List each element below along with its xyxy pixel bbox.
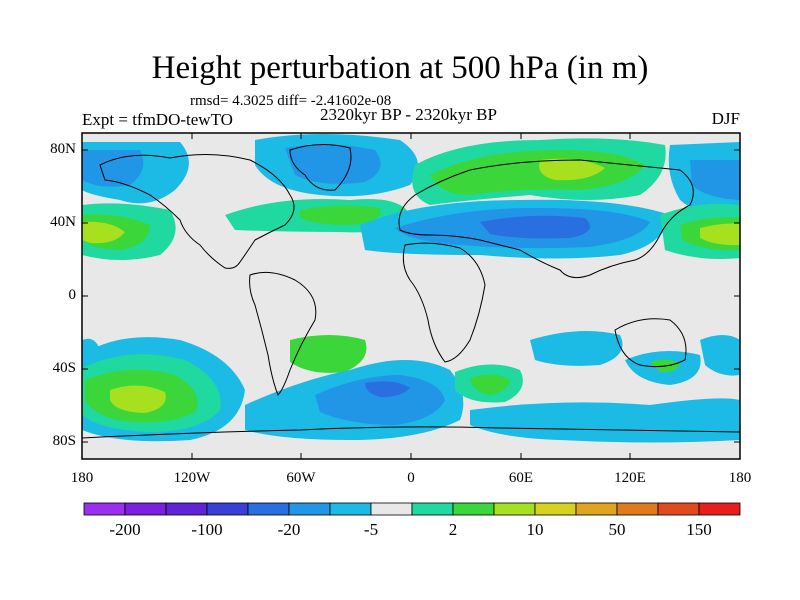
contour-south-low (315, 375, 445, 425)
colorbar-swatch (206, 502, 249, 516)
contour-south-indian-low (530, 331, 623, 366)
colorbar-swatch (124, 502, 167, 516)
colorbar-label-7: 50 (608, 520, 626, 539)
axis-ticks (81, 133, 741, 459)
lon-label-120e: 120E (614, 470, 646, 486)
colorbar-swatch (288, 502, 331, 516)
coast-south-america (249, 271, 317, 396)
colorbar-label-6: 10 (526, 520, 544, 539)
contour-south-atlantic-high (290, 335, 367, 373)
lon-label-60e: 60E (508, 470, 534, 486)
lon-label-0: 0 (407, 470, 415, 486)
contour-indian-high-inner (470, 374, 510, 395)
contour-atlantic-high-inner (300, 205, 381, 225)
lon-label-180e: 180 (728, 470, 752, 486)
coast-greenland (289, 144, 352, 191)
colorbar-swatch (370, 502, 413, 516)
colorbar-swatch (575, 502, 618, 516)
colorbar-label-1: -200 (109, 520, 141, 539)
coast-north-america (99, 153, 295, 269)
coast-australia (614, 318, 687, 368)
rmsd-text: rmsd= 4.3025 diff= -2.41602e-08 (190, 93, 392, 109)
colorbar-swatch (493, 502, 536, 516)
lat-label-80s: 80S (52, 433, 76, 449)
colorbar-label-3: -20 (277, 520, 301, 539)
contour-nw-low-inner (82, 150, 144, 187)
season-label: DJF (711, 109, 740, 128)
contour-south-pacific-high-core (110, 385, 166, 413)
colorbar-label-8: 150 (686, 520, 712, 539)
period-label: 2320kyr BP - 2320kyr BP (320, 105, 497, 124)
colorbar-label-4: -5 (363, 520, 379, 539)
coast-antarctica (82, 426, 740, 439)
contour-east-low-inner (690, 160, 740, 200)
lon-label-180w: 180 (70, 470, 94, 486)
colorbar-swatch (411, 502, 454, 516)
colorbar-swatch (247, 502, 290, 516)
colorbar-swatch (329, 502, 372, 516)
colorbar-swatch (83, 502, 126, 516)
contour-pacific-east-high-core (700, 223, 740, 246)
contour-south-low-inner (365, 381, 410, 398)
colorbar-label-2: -100 (191, 520, 223, 539)
map-title: Height perturbation at 500 hPa (in m) (151, 50, 649, 86)
colorbar-label-5: 2 (448, 520, 458, 539)
colorbar-swatch (534, 502, 577, 516)
lon-label-120w: 120W (173, 470, 211, 486)
contour-pacific-west-high-core (82, 221, 125, 244)
contour-south-band (470, 398, 740, 443)
colorbar-swatch (616, 502, 659, 516)
experiment-label: Expt = tfmDO-tewTO (82, 110, 233, 129)
coast-africa (402, 242, 486, 363)
lat-label-0: 0 (68, 287, 77, 303)
contour-greenland-low-inner (285, 144, 381, 184)
coast-europe-asia (398, 159, 694, 279)
colorbar-swatch (452, 502, 495, 516)
lat-label-40n: 40N (50, 214, 76, 230)
colorbar-swatch (698, 502, 741, 516)
contour-se-low (700, 335, 740, 376)
colorbar-swatch (657, 502, 700, 516)
lat-label-40s: 40S (52, 360, 76, 376)
colorbar-swatch (165, 502, 208, 516)
lon-label-60w: 60W (286, 470, 316, 486)
coastlines (82, 144, 740, 439)
contour-midlat-low-inner (480, 215, 590, 239)
lat-label-80n: 80N (50, 141, 76, 157)
contour-eurasia-high-inner (539, 158, 605, 181)
